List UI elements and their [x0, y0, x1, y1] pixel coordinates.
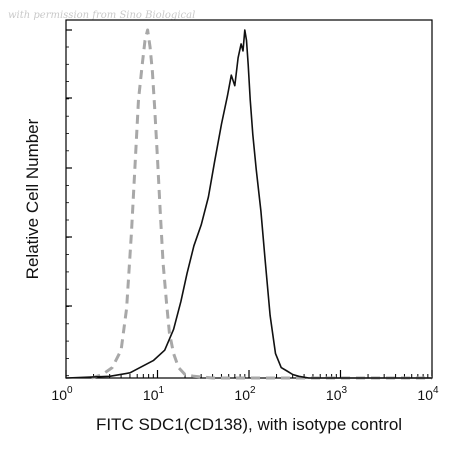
- x-tick-label: 103: [326, 385, 348, 403]
- watermark-text: with permission from Sino Biological: [8, 10, 195, 21]
- y-axis-ticks: [66, 29, 72, 377]
- x-axis-title: FITC SDC1(CD138), with isotype control: [96, 415, 402, 434]
- x-axis-ticks: 100 101 102 103 104: [51, 370, 439, 403]
- y-axis-title: Relative Cell Number: [23, 118, 42, 279]
- x-tick-label: 101: [143, 385, 165, 403]
- isotype-control-histogram-line: [91, 28, 432, 380]
- sdc1-histogram-line: [65, 29, 432, 379]
- x-tick-label: 100: [51, 385, 73, 403]
- x-tick-label: 102: [234, 385, 256, 403]
- x-tick-label: 104: [417, 385, 439, 403]
- series-layer: [65, 28, 432, 380]
